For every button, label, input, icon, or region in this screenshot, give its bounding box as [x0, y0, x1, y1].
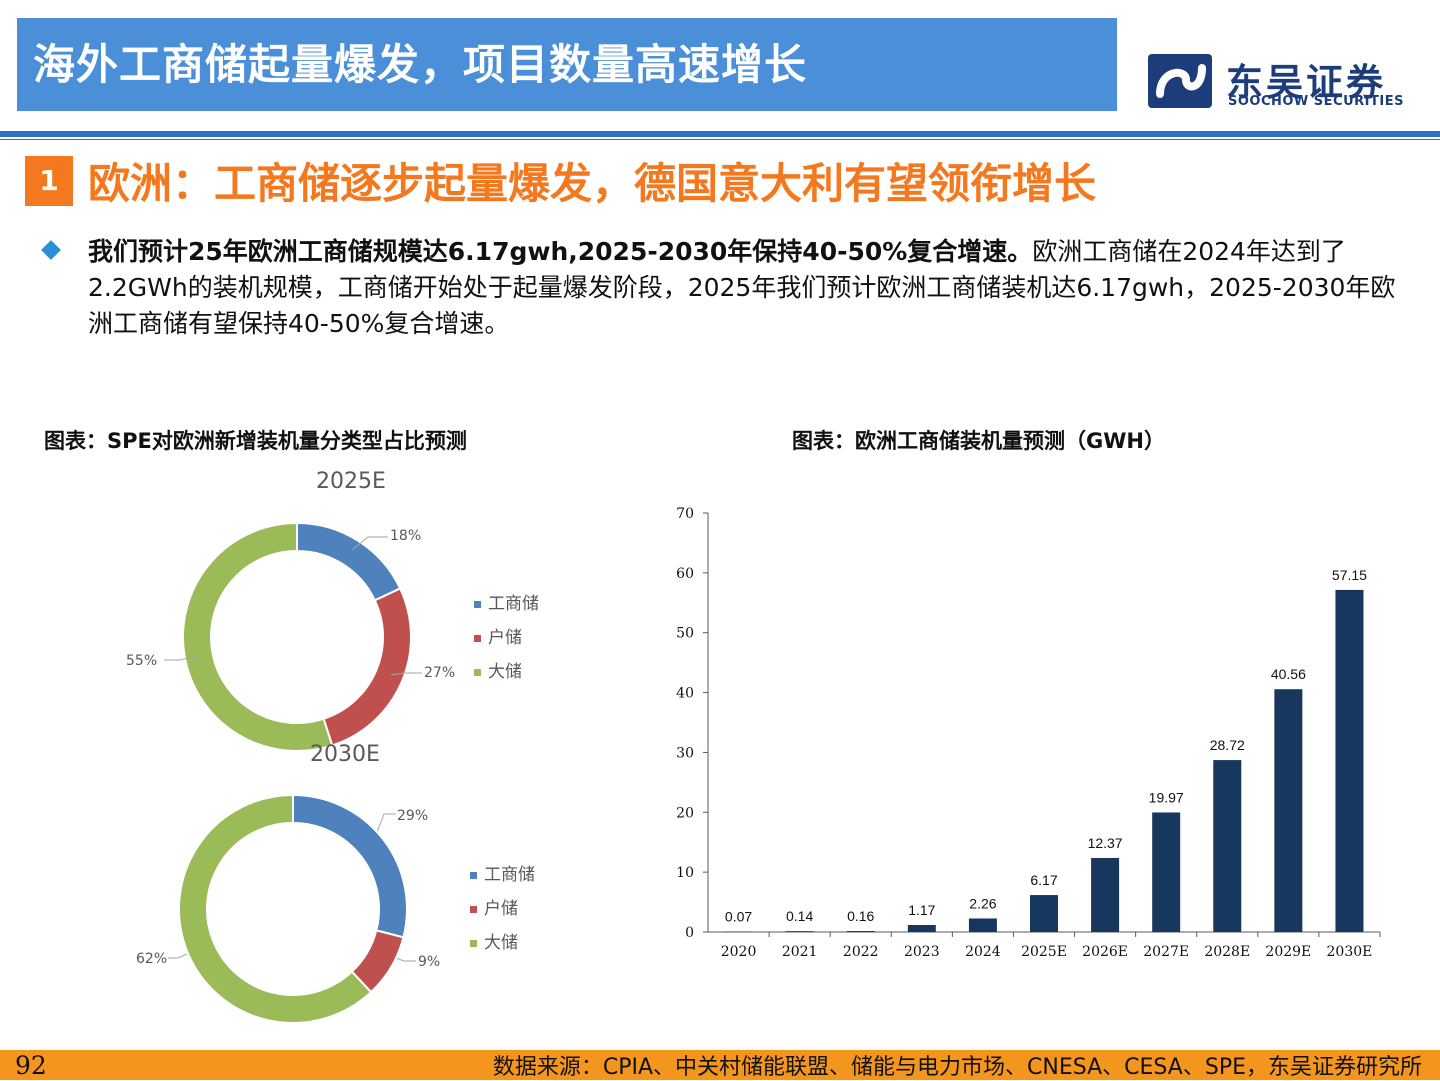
y-tick-label: 40: [676, 686, 694, 702]
bar-2029E: [1274, 689, 1303, 932]
legend2-swatch-c1: [470, 871, 477, 879]
right-chart-caption: 图表：欧洲工商储装机量预测（GWH）: [792, 429, 1165, 453]
logo-text-cn: 东吴证券: [1226, 61, 1386, 104]
page-title: 海外工商储起量爆发，项目数量高速增长: [17, 18, 1117, 111]
legend-swatch-c1: [474, 600, 481, 608]
data-label-2030E: 57.15: [1332, 567, 1367, 583]
donut-2030-label-c1: 29%: [397, 808, 429, 824]
x-tick-label: 2030E: [1327, 944, 1373, 960]
data-label-2029E: 40.56: [1271, 666, 1306, 682]
donut-2025-slice-2: [322, 587, 412, 747]
logo-text-en: SOOCHOW SECURITIES: [1228, 94, 1404, 109]
data-label-2024: 2.26: [969, 895, 996, 911]
header-divider: [0, 131, 1440, 137]
x-tick-label: 2028E: [1204, 944, 1250, 960]
bar-2021: [785, 931, 814, 932]
legend2-item-c2: 户储: [470, 894, 518, 919]
y-tick-label: 50: [676, 626, 694, 642]
bar-2024: [968, 918, 997, 932]
y-tick-label: 20: [676, 805, 694, 821]
y-tick-label: 30: [676, 745, 694, 761]
x-tick-label: 2025E: [1021, 944, 1067, 960]
donut-2025-slice-1: [296, 521, 402, 602]
summary-bold: 我们预计25年欧洲工商储规模达6.17gwh,2025-2030年保持40-50…: [88, 237, 1033, 266]
legend2-swatch-c2: [470, 905, 477, 913]
bar-chart: 0 10 20 30 40 50 60 70 0.07 2020 0.14 2021 0.16 2022 1…: [676, 506, 1381, 960]
y-tick-label: 0: [685, 925, 694, 941]
y-tick-label: 70: [676, 506, 694, 522]
y-tick-label: 10: [676, 865, 694, 881]
bar-2022: [846, 931, 875, 932]
x-tick-label: 2022: [843, 944, 879, 960]
donut-2030-label-c2: 9%: [418, 954, 441, 970]
donut-chart-2030: [178, 793, 408, 1024]
bar-2027E: [1152, 812, 1181, 932]
donut-2025-title: 2025E: [316, 469, 386, 494]
data-label-2025E: 6.17: [1030, 872, 1057, 888]
header-divider-thin: [0, 139, 1440, 140]
legend-item-c1: 工商储: [474, 589, 539, 614]
diamond-bullet-icon: [41, 240, 61, 260]
x-tick-label: 2020: [721, 944, 757, 960]
donut-chart-2025: [182, 521, 412, 752]
legend-swatch-c2: [474, 634, 481, 642]
x-tick-label: 2023: [904, 944, 940, 960]
legend-swatch-c3: [474, 668, 481, 676]
data-label-2026E: 12.37: [1088, 835, 1123, 851]
section-number: 1: [25, 156, 73, 206]
legend-item-c3: 大储: [474, 657, 522, 682]
page-number: 92: [15, 1051, 47, 1080]
data-source: 数据来源：CPIA、中关村储能联盟、储能与电力市场、CNESA、CESA、SPE…: [492, 1055, 1422, 1080]
x-tick-label: 2027E: [1143, 944, 1189, 960]
data-label-2028E: 28.72: [1210, 737, 1245, 753]
data-label-2027E: 19.97: [1149, 789, 1184, 805]
donut-2030-title: 2030E: [310, 742, 380, 767]
data-label-2021: 0.14: [786, 908, 813, 924]
bar-2023: [907, 924, 936, 932]
data-label-2023: 1.17: [908, 902, 935, 918]
section-title: 欧洲：工商储逐步起量爆发，德国意大利有望领衔增长: [88, 159, 1097, 208]
donut-2025-label-c2: 27%: [424, 665, 456, 681]
legend2-item-c1: 工商储: [470, 860, 535, 885]
donut-2025-slice-3: [182, 521, 334, 752]
bar-2026E: [1091, 857, 1120, 932]
company-logo: 东吴证券 SOOCHOW SECURITIES: [1146, 50, 1406, 114]
bar-2030E: [1335, 589, 1364, 932]
x-tick-label: 2024: [965, 944, 1001, 960]
bar-2028E: [1213, 760, 1242, 932]
legend-item-c2: 户储: [474, 623, 522, 648]
legend2-item-c3: 大储: [470, 928, 518, 953]
data-label-2020: 0.07: [725, 909, 752, 925]
logo-mark-icon: [1148, 54, 1212, 108]
data-label-2022: 0.16: [847, 908, 874, 924]
donut-2025-label-c3: 55%: [126, 653, 158, 669]
summary-text: 欧洲工商储在2024年达到了2.2GWh的装机规模，工商储开始处于起量爆发阶段，…: [88, 237, 1396, 338]
x-tick-label: 2026E: [1082, 944, 1128, 960]
x-tick-label: 2021: [782, 944, 818, 960]
legend2-swatch-c3: [470, 939, 477, 947]
bar-2025E: [1030, 895, 1058, 932]
donut-2030-slice-3: [178, 793, 373, 1024]
donut-2030-label-c3: 62%: [136, 951, 168, 967]
x-tick-label: 2029E: [1265, 944, 1311, 960]
left-chart-caption: 图表：SPE对欧洲新增装机量分类型占比预测: [44, 429, 467, 453]
bar-2020: [724, 931, 753, 933]
summary-paragraph: 我们预计25年欧洲工商储规模达6.17gwh,2025-2030年保持40-50…: [88, 234, 1418, 342]
footer-bar: [0, 1050, 1440, 1080]
donut-2030-slice-1: [292, 793, 408, 939]
donut-2025-label-c1: 18%: [390, 528, 422, 544]
y-tick-label: 60: [676, 566, 694, 582]
